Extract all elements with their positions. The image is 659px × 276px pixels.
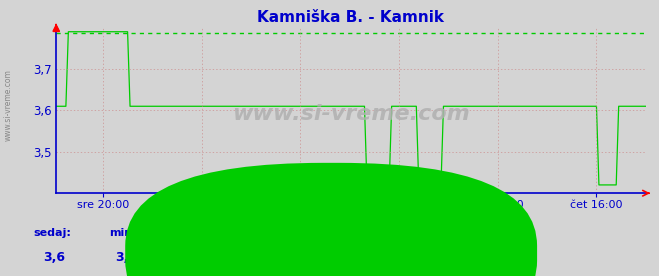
Text: 3,6: 3,6 [43, 251, 65, 264]
Text: pretok[m3/s]: pretok[m3/s] [346, 245, 422, 258]
Text: www.si-vreme.com: www.si-vreme.com [3, 69, 13, 141]
Text: min.:: min.: [109, 228, 140, 238]
Text: 3,8: 3,8 [260, 251, 282, 264]
Text: 3,4: 3,4 [115, 251, 138, 264]
Text: 3,6: 3,6 [188, 251, 210, 264]
Text: maks.:: maks.: [254, 228, 295, 238]
Text: povpr.:: povpr.: [181, 228, 225, 238]
Text: sedaj:: sedaj: [33, 228, 71, 238]
Text: Kamniška B. - Kamnik: Kamniška B. - Kamnik [323, 228, 459, 238]
Title: Kamniška B. - Kamnik: Kamniška B. - Kamnik [258, 10, 444, 25]
Text: www.si-vreme.com: www.si-vreme.com [232, 104, 470, 124]
